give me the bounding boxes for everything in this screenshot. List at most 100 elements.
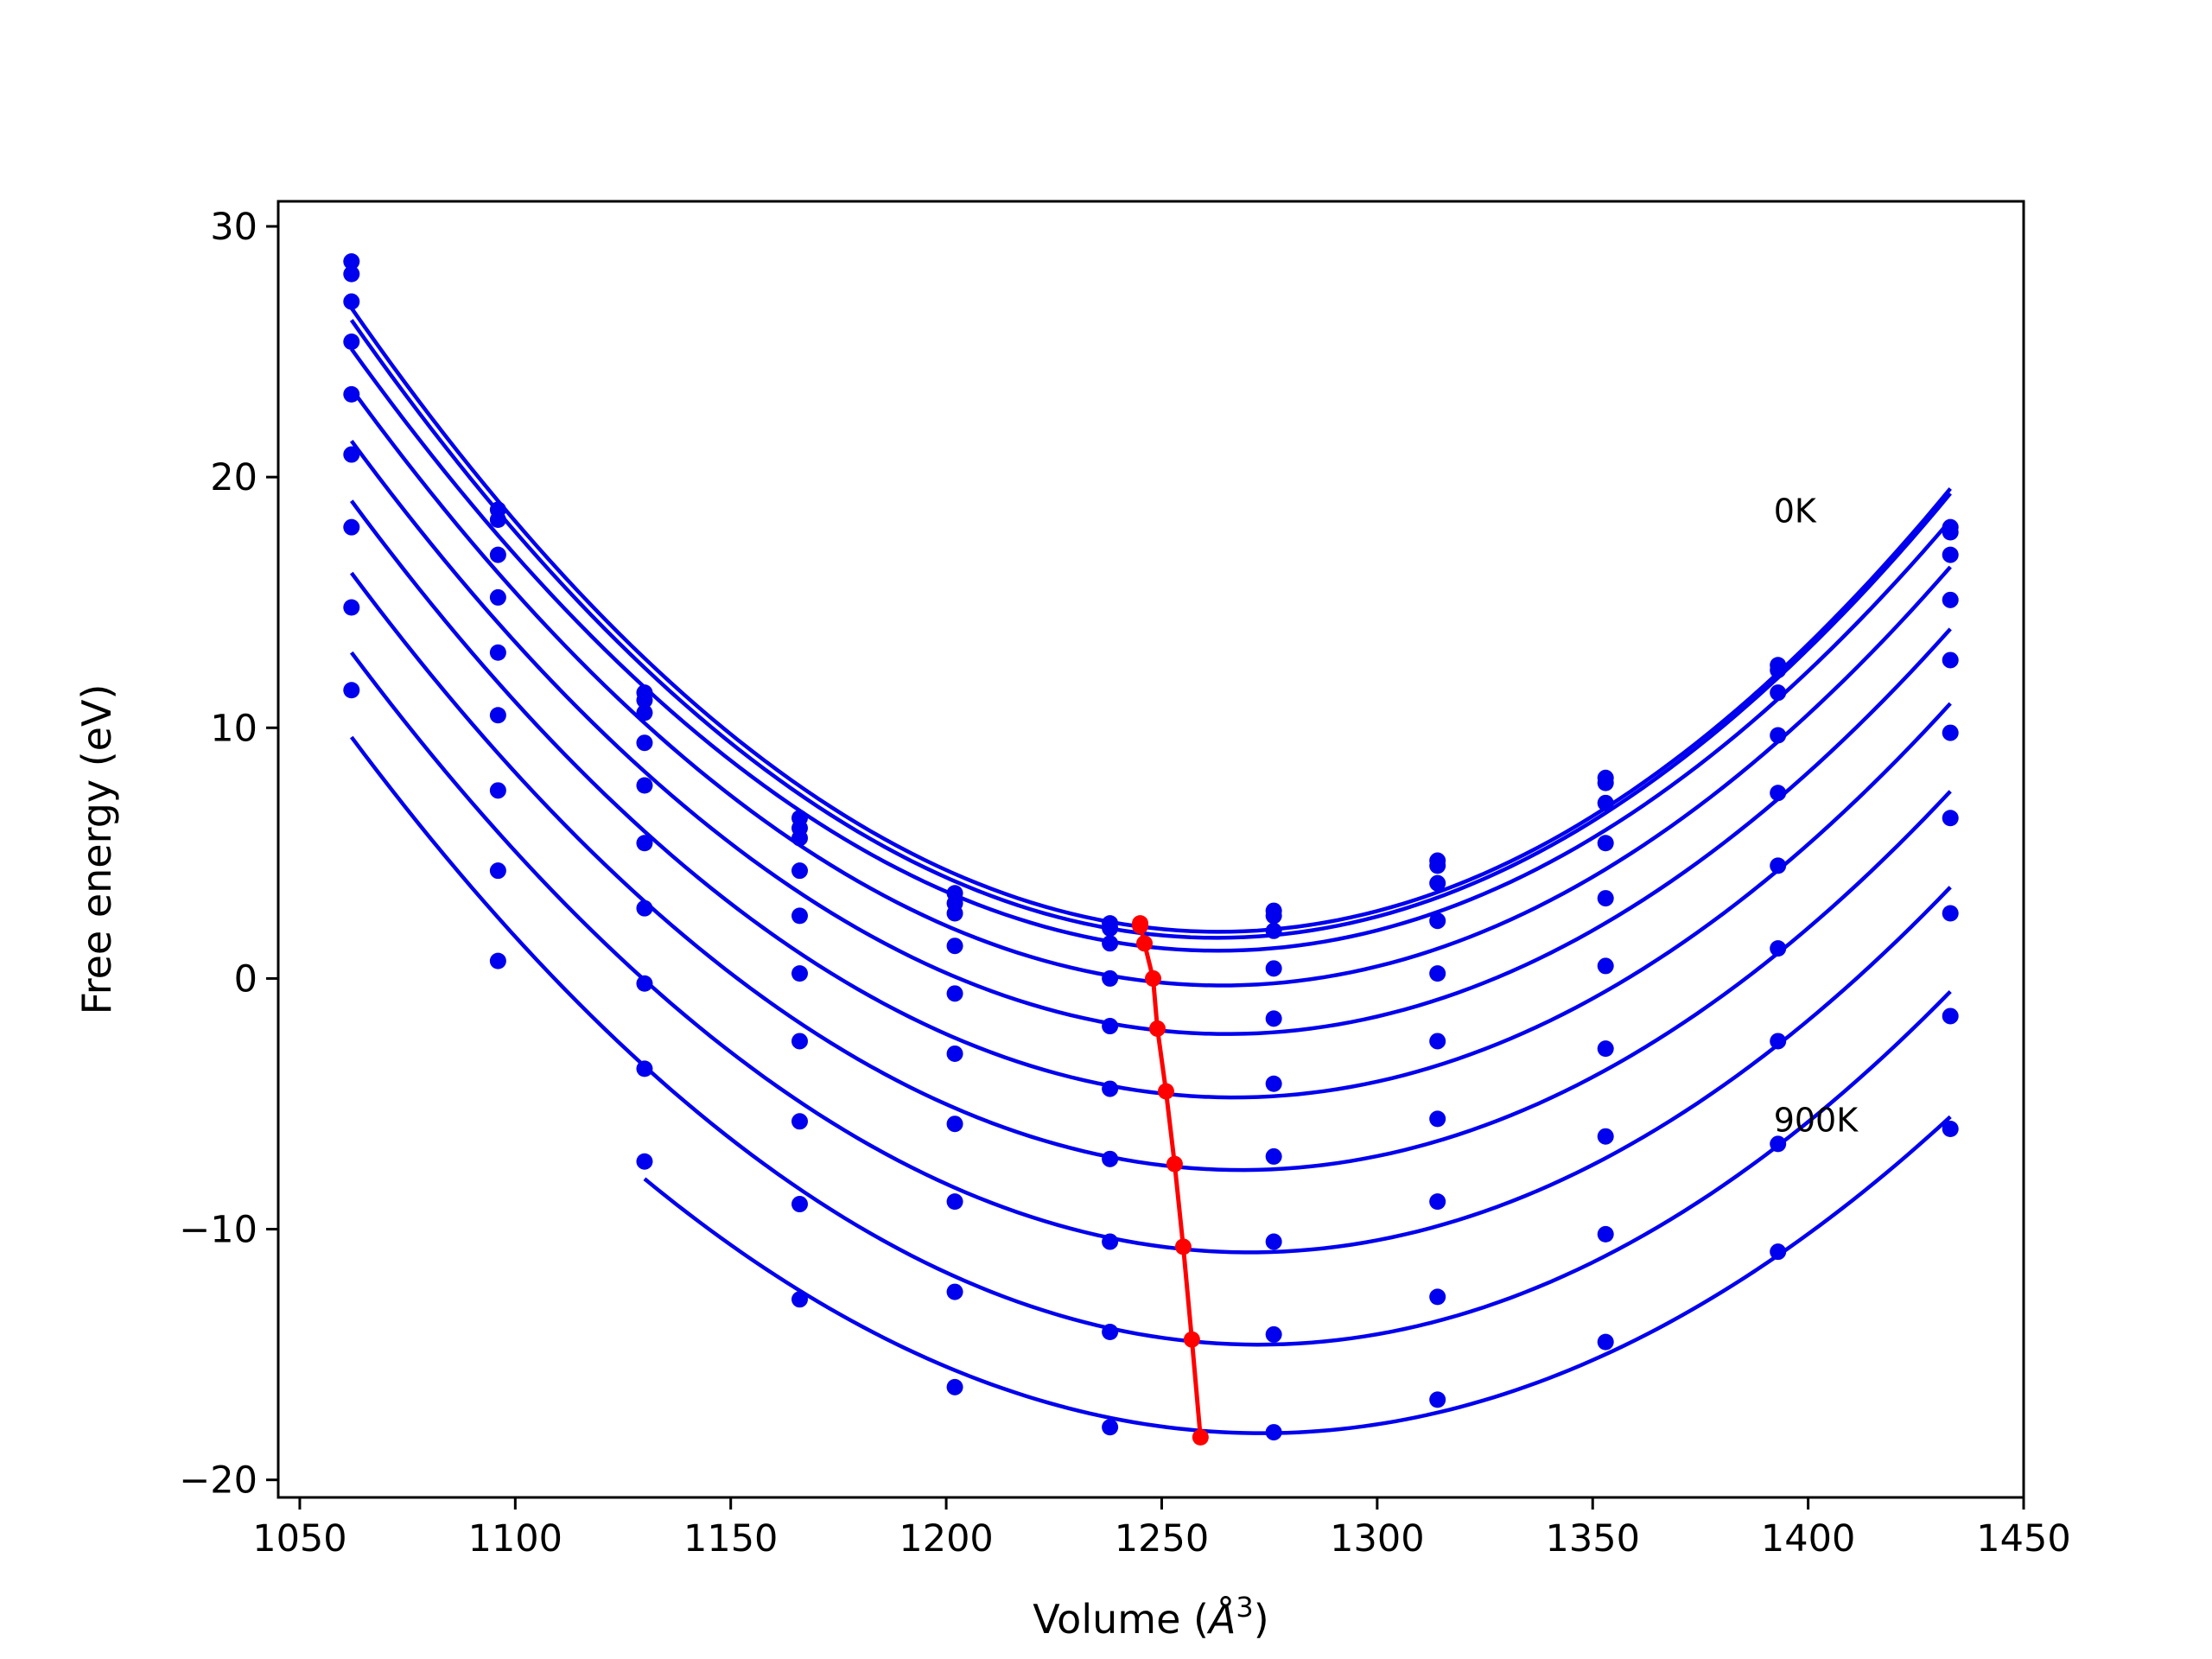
data-point bbox=[791, 907, 809, 925]
data-point bbox=[636, 899, 653, 917]
data-point bbox=[636, 1060, 653, 1077]
series-curve-0 bbox=[349, 307, 1952, 934]
data-point bbox=[636, 835, 653, 852]
minimum-line-layer bbox=[1132, 915, 1209, 1446]
x-tick-label: 1300 bbox=[1330, 1517, 1424, 1560]
data-point bbox=[343, 518, 360, 536]
y-tick-label: 0 bbox=[234, 957, 257, 1001]
x-axis-ticks: 1050 1100 1150 1200 1250 1300 1350 1400 1450 bbox=[252, 1497, 2071, 1560]
data-point bbox=[343, 682, 360, 699]
data-point bbox=[1429, 1193, 1446, 1211]
series-curve-8 bbox=[349, 735, 1952, 1347]
data-point bbox=[1265, 922, 1282, 939]
data-point bbox=[1597, 1128, 1614, 1145]
data-point bbox=[1770, 940, 1787, 957]
data-point bbox=[1942, 810, 1959, 827]
data-point bbox=[1265, 1325, 1282, 1343]
x-axis-label-prefix: Volume ( bbox=[1033, 1596, 1209, 1643]
y-axis-label: Free energy (eV) bbox=[73, 684, 120, 1015]
data-point bbox=[1597, 957, 1614, 975]
minimum-point bbox=[1183, 1331, 1200, 1348]
data-point bbox=[946, 1045, 963, 1062]
x-axis-label-symbol: Å bbox=[1206, 1596, 1236, 1643]
minimum-point bbox=[1166, 1155, 1183, 1173]
data-point bbox=[489, 546, 506, 563]
data-point bbox=[489, 511, 506, 528]
data-point bbox=[1597, 1225, 1614, 1243]
y-axis-ticks: −20 −10 0 10 20 30 bbox=[179, 206, 278, 1503]
data-point bbox=[489, 782, 506, 799]
data-point bbox=[489, 644, 506, 661]
x-axis-label-suffix: ) bbox=[1254, 1596, 1269, 1643]
x-tick-label: 1450 bbox=[1976, 1517, 2070, 1560]
data-point bbox=[636, 1153, 653, 1170]
data-point bbox=[1265, 1424, 1282, 1441]
data-point bbox=[1102, 1150, 1119, 1167]
x-tick-label: 1150 bbox=[683, 1517, 778, 1560]
data-point bbox=[343, 265, 360, 283]
data-point bbox=[489, 952, 506, 969]
data-point bbox=[343, 253, 360, 270]
data-point bbox=[1265, 1147, 1282, 1165]
data-point bbox=[1429, 1288, 1446, 1306]
data-point bbox=[1597, 1040, 1614, 1058]
data-point bbox=[1102, 919, 1119, 937]
data-point bbox=[1597, 794, 1614, 811]
data-point bbox=[343, 293, 360, 310]
data-point bbox=[1942, 524, 1959, 541]
minimum-point bbox=[1148, 1020, 1166, 1037]
data-point bbox=[1429, 1391, 1446, 1408]
y-tick-label: −10 bbox=[179, 1209, 257, 1252]
data-point bbox=[1429, 912, 1446, 930]
data-point bbox=[1597, 835, 1614, 852]
data-point bbox=[1942, 652, 1959, 669]
data-point bbox=[636, 734, 653, 752]
minimum-point bbox=[1174, 1238, 1192, 1255]
data-point bbox=[1770, 662, 1787, 679]
data-point bbox=[946, 905, 963, 922]
curve-annotation: 0K bbox=[1774, 492, 1817, 530]
series-curve-1 bbox=[349, 319, 1952, 940]
data-point bbox=[946, 938, 963, 955]
data-point bbox=[1942, 905, 1959, 922]
y-tick-label: 30 bbox=[210, 206, 257, 249]
x-tick-label: 1250 bbox=[1115, 1517, 1209, 1560]
data-point bbox=[1770, 1135, 1787, 1153]
plot-frame bbox=[276, 200, 2025, 1499]
x-axis-label: Volume (Å3) bbox=[1033, 1591, 1268, 1643]
series-curve-5 bbox=[349, 499, 1952, 1100]
data-point bbox=[791, 830, 809, 847]
data-point bbox=[489, 588, 506, 606]
data-point bbox=[1942, 546, 1959, 563]
y-tick-label: 10 bbox=[210, 707, 257, 750]
minimum-point bbox=[1136, 935, 1154, 952]
data-point bbox=[791, 1113, 809, 1130]
data-point bbox=[1102, 935, 1119, 952]
data-point bbox=[1942, 1121, 1959, 1138]
data-point bbox=[1770, 1243, 1787, 1261]
x-tick-label: 1200 bbox=[899, 1517, 993, 1560]
data-point bbox=[1429, 1033, 1446, 1050]
x-axis-label-exponent: 3 bbox=[1236, 1591, 1253, 1624]
data-point bbox=[343, 599, 360, 616]
series-curve-9 bbox=[643, 1115, 1952, 1435]
data-point bbox=[791, 1196, 809, 1213]
x-tick-label: 1100 bbox=[468, 1517, 563, 1560]
data-point bbox=[946, 1116, 963, 1133]
data-point bbox=[1770, 785, 1787, 802]
data-point bbox=[1102, 1419, 1119, 1436]
curve-annotation: 900K bbox=[1774, 1101, 1859, 1139]
data-point bbox=[1429, 965, 1446, 982]
data-point bbox=[946, 985, 963, 1002]
data-point bbox=[636, 704, 653, 721]
y-tick-label: 20 bbox=[210, 456, 257, 499]
data-point bbox=[489, 862, 506, 880]
data-point bbox=[1770, 684, 1787, 702]
data-point bbox=[1265, 907, 1282, 925]
x-tick-label: 1350 bbox=[1546, 1517, 1640, 1560]
y-tick-label: −20 bbox=[179, 1459, 257, 1503]
data-point bbox=[1770, 857, 1787, 874]
series-curve-7 bbox=[349, 651, 1952, 1255]
